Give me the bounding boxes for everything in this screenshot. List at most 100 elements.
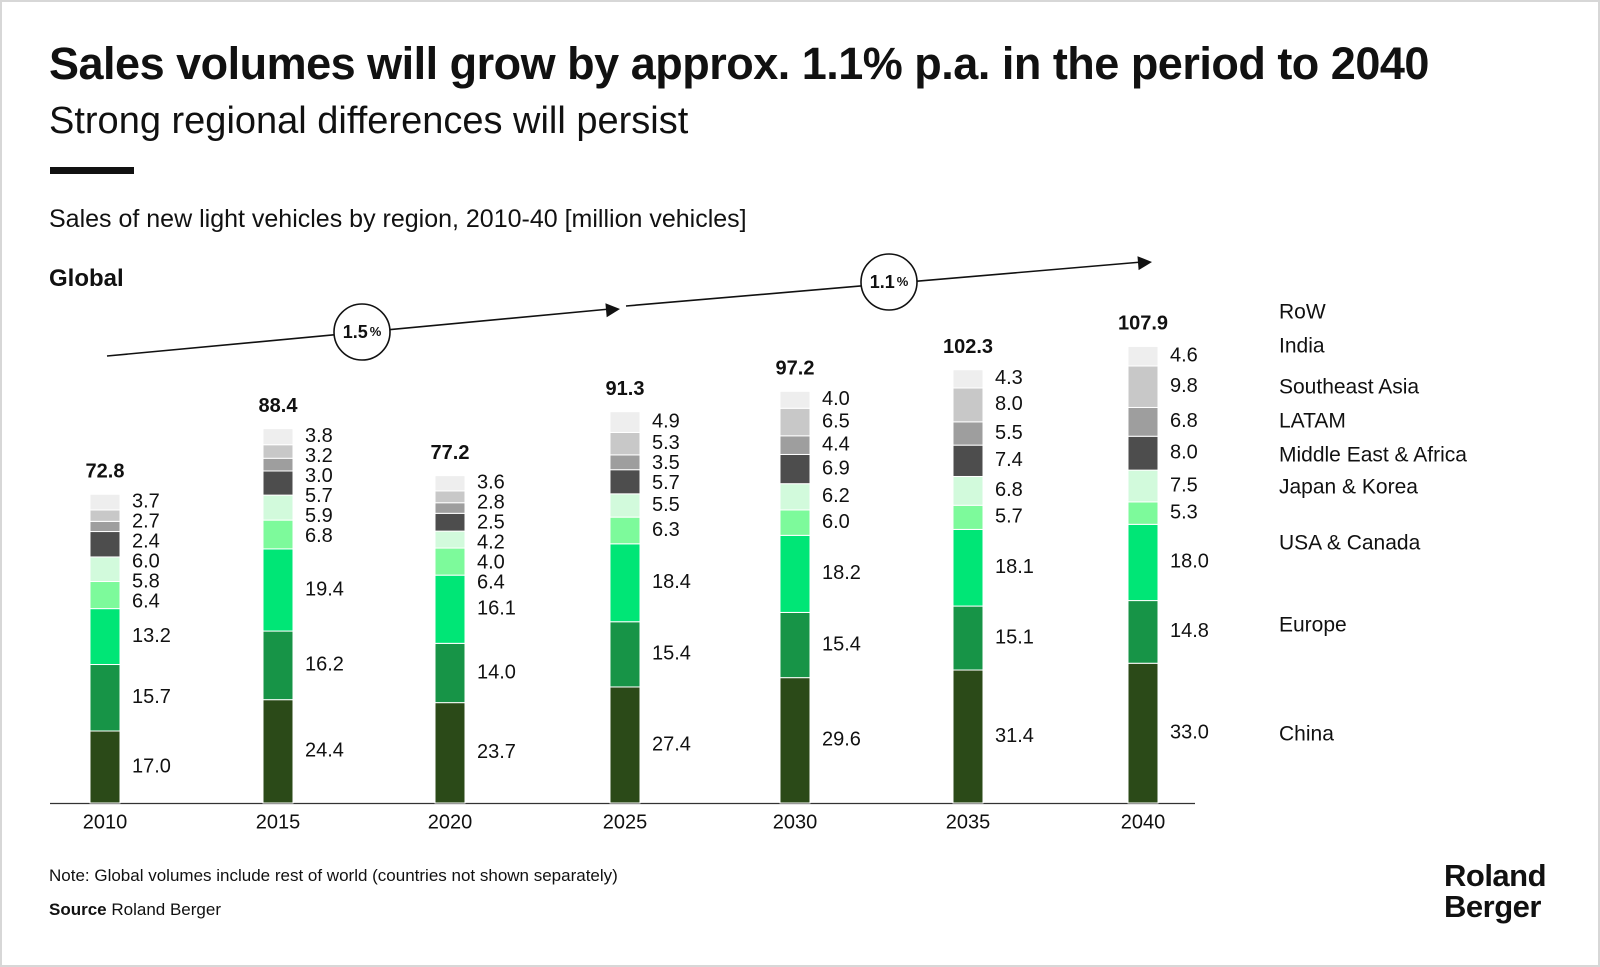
total-label: 88.4 — [259, 395, 299, 417]
x-tick-label: 2025 — [603, 811, 648, 833]
data-label: 5.8 — [132, 570, 160, 592]
bar-segment — [262, 630, 294, 701]
data-label: 8.0 — [995, 393, 1023, 415]
title-divider — [50, 167, 134, 174]
data-label: 27.4 — [652, 733, 691, 755]
data-label: 18.4 — [652, 571, 691, 593]
scope-label: Global — [49, 265, 124, 292]
bar-segment — [262, 519, 294, 550]
data-label: 4.9 — [652, 410, 680, 432]
total-label: 102.3 — [943, 336, 993, 358]
data-label: 6.0 — [132, 550, 160, 572]
bar-segment — [609, 493, 641, 518]
bar-segment — [434, 530, 466, 549]
bar-segment — [779, 435, 811, 455]
bar-segment — [434, 574, 466, 644]
data-label: 16.1 — [477, 598, 516, 620]
bar-segment — [89, 556, 121, 583]
bar-segment — [89, 730, 121, 804]
growth-badge-1-unit: % — [370, 324, 382, 339]
total-label: 107.9 — [1118, 313, 1168, 335]
legend-label: USA & Canada — [1279, 532, 1421, 555]
data-label: 2.5 — [477, 512, 505, 534]
data-label: 13.2 — [132, 625, 171, 647]
data-label: 15.4 — [822, 633, 861, 655]
data-label: 5.7 — [995, 506, 1023, 528]
logo-line-1: Roland — [1444, 858, 1547, 893]
data-label: 4.3 — [995, 367, 1023, 389]
legend-label: LATAM — [1279, 410, 1346, 433]
bar-segment — [434, 547, 466, 576]
data-label: 5.3 — [1170, 501, 1198, 523]
bar-segment — [262, 444, 294, 459]
growth-badge-2-unit: % — [897, 274, 909, 289]
growth-arrow-1-head — [605, 303, 620, 318]
bar-segment — [609, 621, 641, 688]
bar-segment — [952, 669, 984, 804]
data-label: 18.1 — [995, 556, 1034, 578]
bar-segment — [779, 407, 811, 437]
data-label: 2.8 — [477, 492, 505, 514]
data-label: 6.8 — [995, 479, 1023, 501]
bar-segment — [952, 421, 984, 446]
bar-segment — [262, 428, 294, 446]
data-label: 6.8 — [305, 525, 333, 547]
bar-segment — [779, 677, 811, 804]
bar-segment — [1127, 600, 1159, 664]
data-label: 6.4 — [132, 590, 160, 612]
data-label: 4.0 — [477, 552, 505, 574]
bar-segment — [262, 494, 294, 521]
legend-label: China — [1279, 723, 1334, 746]
bar-segment — [89, 531, 121, 558]
bar-segment — [1127, 501, 1159, 525]
data-label: 14.0 — [477, 661, 516, 683]
data-label: 5.9 — [305, 505, 333, 527]
data-label: 15.7 — [132, 686, 171, 708]
bar-segment — [89, 509, 121, 522]
data-label: 31.4 — [995, 725, 1034, 747]
data-label: 17.0 — [132, 755, 171, 777]
growth-badge-2 — [860, 253, 918, 311]
x-tick-label: 2035 — [946, 811, 991, 833]
data-label: 7.5 — [1170, 474, 1198, 496]
bar-segment — [89, 608, 121, 666]
data-label: 4.6 — [1170, 344, 1198, 366]
bar-segment — [89, 581, 121, 610]
bar-segment — [779, 390, 811, 409]
bar-segment — [609, 411, 641, 433]
data-label: 15.4 — [652, 643, 691, 665]
data-label: 4.0 — [822, 388, 850, 410]
data-label: 24.4 — [305, 740, 344, 762]
data-label: 5.5 — [652, 494, 680, 516]
data-label: 3.5 — [652, 452, 680, 474]
x-tick-label: 2010 — [83, 811, 128, 833]
growth-badge-1-label: 1.5% — [343, 322, 382, 342]
source-line: Source Roland Berger — [49, 900, 221, 920]
footnote: Note: Global volumes include rest of wor… — [49, 866, 618, 885]
bar-segment — [779, 509, 811, 536]
data-label: 6.3 — [652, 519, 680, 541]
bar-segment — [1127, 406, 1159, 437]
data-label: 19.4 — [305, 578, 344, 600]
bar-segment — [262, 548, 294, 632]
data-label: 3.6 — [477, 472, 505, 494]
source-label: Source — [49, 900, 107, 919]
bar-segment — [1127, 345, 1159, 367]
bar-segment — [434, 490, 466, 504]
legend-label: India — [1279, 335, 1325, 358]
bar-segment — [609, 469, 641, 495]
bar-segment — [1127, 469, 1159, 503]
growth-arrow-2-head — [1137, 256, 1152, 271]
data-label: 7.4 — [995, 449, 1023, 471]
data-label: 14.8 — [1170, 620, 1209, 642]
data-label: 15.1 — [995, 626, 1034, 648]
data-label: 8.0 — [1170, 441, 1198, 463]
total-label: 72.8 — [86, 461, 125, 483]
total-label: 91.3 — [606, 378, 645, 400]
bar-segment — [952, 444, 984, 477]
bar-segment — [952, 605, 984, 671]
bar-segment — [89, 493, 121, 511]
data-label: 2.7 — [132, 510, 160, 532]
bar-segment — [434, 512, 466, 532]
legend-label: Europe — [1279, 614, 1347, 637]
